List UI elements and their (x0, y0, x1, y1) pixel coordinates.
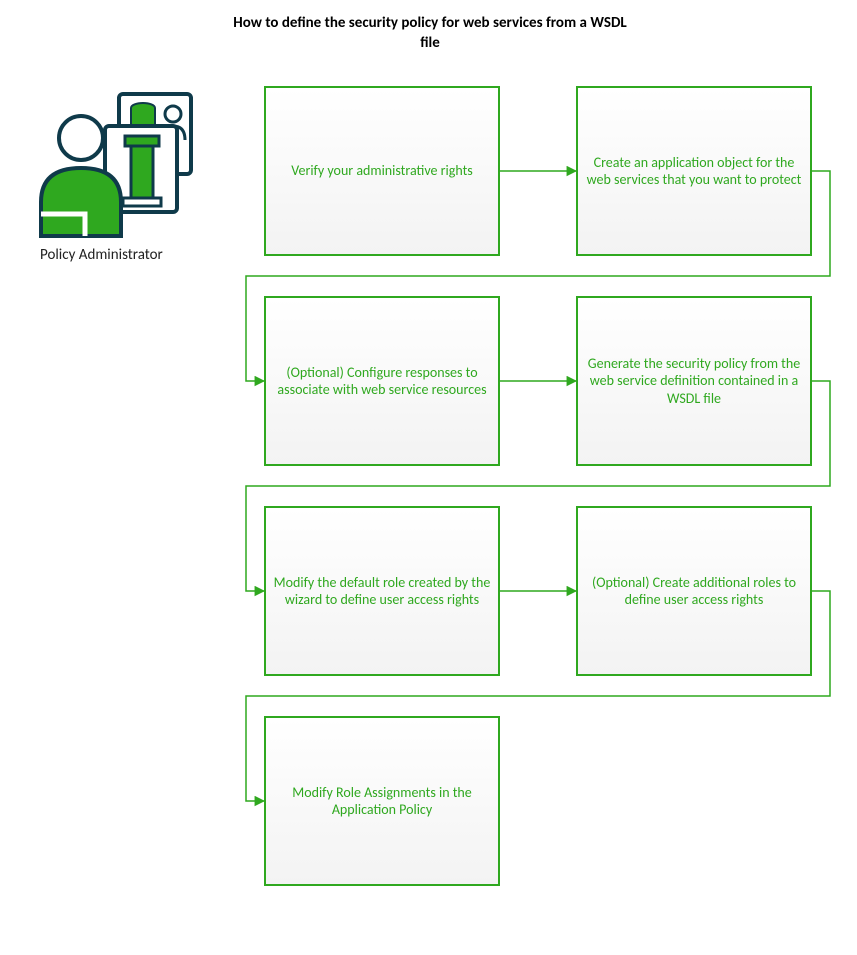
flow-step-n3: (Optional) Configure responses to associ… (264, 296, 500, 466)
flow-step-label: Create an application object for the web… (584, 154, 804, 189)
flow-step-n2: Create an application object for the web… (576, 86, 812, 256)
flow-step-n5: Modify the default role created by the w… (264, 506, 500, 676)
flow-step-label: Verify your administrative rights (291, 162, 473, 180)
flow-step-label: Generate the security policy from the we… (584, 355, 804, 408)
actor-label: Policy Administrator (40, 246, 163, 264)
diagram-title-line2: file (200, 34, 660, 52)
flow-step-n6: (Optional) Create additional roles to de… (576, 506, 812, 676)
flow-step-label: Modify Role Assignments in the Applicati… (272, 784, 492, 819)
flow-step-n4: Generate the security policy from the we… (576, 296, 812, 466)
policy-administrator-icon (35, 90, 195, 240)
flow-step-label: (Optional) Configure responses to associ… (272, 364, 492, 399)
flow-step-n1: Verify your administrative rights (264, 86, 500, 256)
flow-step-label: (Optional) Create additional roles to de… (584, 574, 804, 609)
flow-step-label: Modify the default role created by the w… (272, 574, 492, 609)
diagram-title-line1: How to define the security policy for we… (200, 14, 660, 32)
flow-step-n7: Modify Role Assignments in the Applicati… (264, 716, 500, 886)
